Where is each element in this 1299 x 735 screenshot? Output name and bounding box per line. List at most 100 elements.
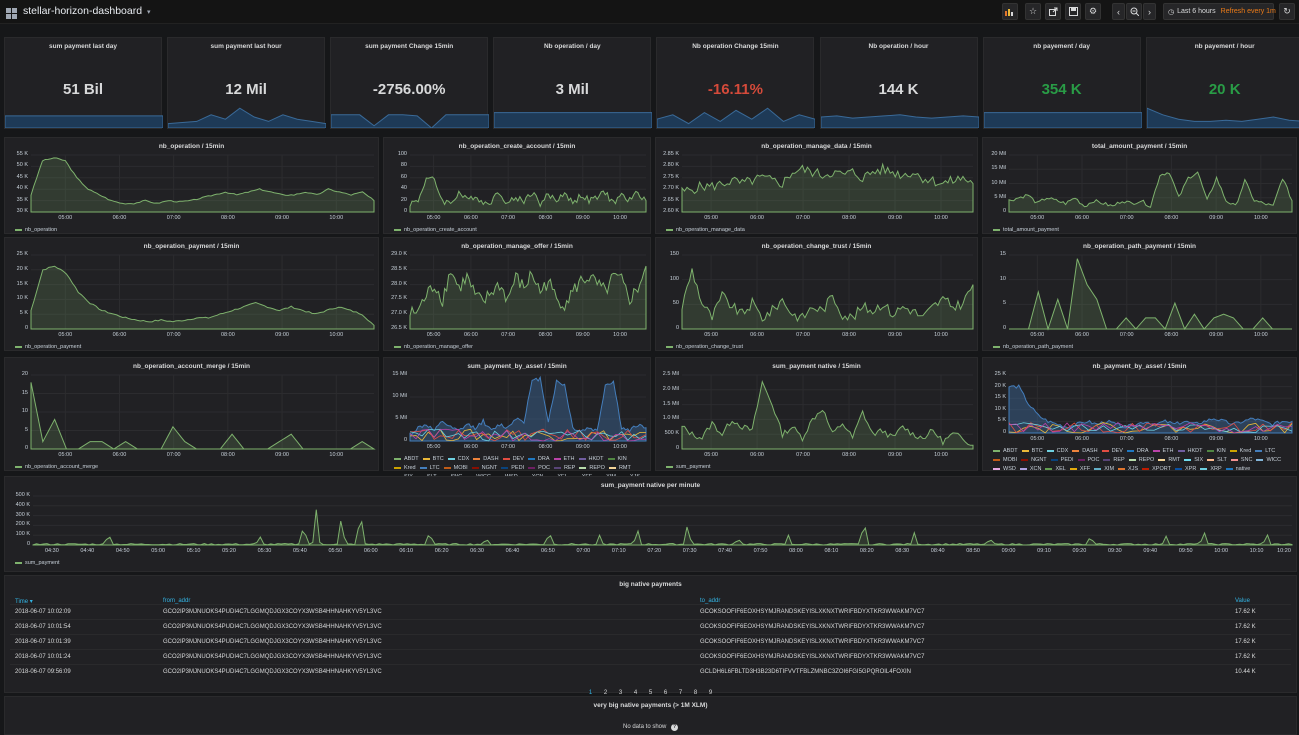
legend-item[interactable]: XIM bbox=[1094, 465, 1114, 474]
column-header-to[interactable]: to_addr bbox=[700, 598, 721, 604]
legend-item[interactable]: ABDT bbox=[394, 455, 419, 464]
legend-item[interactable]: XJS bbox=[1118, 465, 1138, 474]
legend-item[interactable]: nb_operation_change_trust bbox=[666, 343, 743, 352]
column-header-value[interactable]: Value bbox=[1235, 598, 1250, 604]
legend-item[interactable]: XPORT bbox=[1142, 465, 1171, 474]
legend-item[interactable]: NGNT bbox=[471, 464, 497, 473]
legend-item[interactable]: SIX bbox=[1184, 456, 1203, 465]
legend-item[interactable]: REPO bbox=[579, 464, 605, 473]
legend-item[interactable]: BTC bbox=[1021, 447, 1043, 456]
column-header-from[interactable]: from_addr bbox=[163, 598, 191, 604]
legend-item[interactable]: RMT bbox=[1158, 456, 1180, 465]
legend-item[interactable]: sum_payment bbox=[15, 560, 60, 566]
page-link[interactable]: 8 bbox=[693, 690, 698, 696]
y-tick-label: 28.5 K bbox=[391, 265, 407, 272]
legend-item[interactable]: ABDT bbox=[993, 447, 1018, 456]
legend-item[interactable]: REP bbox=[554, 464, 575, 473]
legend-label: DRA bbox=[1136, 448, 1149, 454]
legend-item[interactable]: nb_operation bbox=[15, 226, 57, 235]
legend-item[interactable]: DASH bbox=[473, 455, 499, 464]
legend-item[interactable]: REP bbox=[1103, 456, 1125, 465]
legend-item[interactable]: nb_operation_manage_data bbox=[666, 226, 745, 235]
legend-item[interactable]: nb_operation_payment bbox=[15, 343, 81, 352]
page-link[interactable]: 4 bbox=[633, 690, 638, 696]
x-tick-label: 05:00 bbox=[1030, 436, 1045, 442]
legend-item[interactable]: nb_operation_create_account bbox=[394, 226, 477, 235]
legend-item[interactable]: total_amount_payment bbox=[993, 226, 1059, 235]
y-tick-label: 0 bbox=[675, 445, 679, 451]
legend-item[interactable]: XPR bbox=[1175, 465, 1196, 474]
legend-item[interactable]: native bbox=[1225, 465, 1250, 474]
legend-item[interactable]: Kred bbox=[1229, 447, 1251, 456]
zoom-out-button[interactable] bbox=[1126, 3, 1142, 20]
legend-item[interactable]: SNC bbox=[1230, 456, 1252, 465]
settings-button[interactable]: ⚙ bbox=[1085, 3, 1101, 20]
legend-item[interactable]: POC bbox=[528, 464, 550, 473]
time-back-button[interactable]: ‹ bbox=[1112, 3, 1125, 20]
time-picker-button[interactable]: ◷ Last 6 hours Refresh every 1m bbox=[1163, 3, 1276, 20]
legend-item[interactable]: LTC bbox=[1255, 447, 1275, 456]
legend-item[interactable]: SLT bbox=[1207, 456, 1227, 465]
page-link[interactable]: 9 bbox=[708, 690, 713, 696]
legend-item[interactable]: XEL bbox=[1045, 465, 1066, 474]
dashboard-title[interactable]: stellar-horizon-dashboard ▾ bbox=[23, 5, 151, 17]
x-tick-label: 10:00 bbox=[1214, 548, 1229, 554]
share-button[interactable] bbox=[1045, 3, 1061, 20]
panel-title: nb_payment_by_asset / 15min bbox=[1092, 363, 1187, 370]
legend-item[interactable]: HKDT bbox=[578, 455, 604, 464]
legend-item[interactable]: nb_operation_account_merge bbox=[15, 463, 98, 472]
dashboard-grid-icon[interactable] bbox=[6, 6, 17, 19]
page-link[interactable]: 2 bbox=[603, 690, 608, 696]
legend-item[interactable]: ETH bbox=[1152, 447, 1174, 456]
graph-panel: nb_operation_path_payment / 15min 15 10 5 0 0… bbox=[982, 237, 1297, 351]
legend-item[interactable]: POC bbox=[1077, 456, 1099, 465]
table-cell: 2018-06-07 10:01:54 bbox=[15, 624, 71, 630]
legend-item[interactable]: WICC bbox=[1256, 456, 1281, 465]
page-link[interactable]: 3 bbox=[618, 690, 623, 696]
legend-item[interactable]: DEV bbox=[502, 455, 524, 464]
legend-item[interactable]: ETH bbox=[553, 455, 575, 464]
dashboard-title-text: stellar-horizon-dashboard bbox=[23, 5, 143, 17]
legend-item[interactable]: PEDI bbox=[1050, 456, 1074, 465]
legend-item[interactable]: nb_operation_manage_offer bbox=[394, 343, 473, 352]
legend-item[interactable]: XFF bbox=[1069, 465, 1090, 474]
legend-item[interactable]: HKDT bbox=[1177, 447, 1203, 456]
legend-item[interactable]: NGNT bbox=[1021, 456, 1047, 465]
legend-item[interactable]: nb_operation_path_payment bbox=[993, 343, 1073, 352]
legend-item[interactable]: REPO bbox=[1128, 456, 1154, 465]
series-line bbox=[1008, 422, 1293, 434]
column-header-time[interactable]: Time ▾ bbox=[15, 598, 33, 605]
legend-item[interactable]: KIN bbox=[607, 455, 627, 464]
legend-item[interactable]: XRP bbox=[1200, 465, 1222, 474]
legend-item[interactable]: BTC bbox=[422, 455, 444, 464]
help-icon[interactable]: ? bbox=[671, 724, 679, 731]
legend-item[interactable]: DASH bbox=[1072, 447, 1098, 456]
legend-item[interactable]: sum_payment bbox=[666, 463, 711, 472]
add-panel-button[interactable] bbox=[1002, 3, 1018, 20]
page-link[interactable]: 7 bbox=[678, 690, 683, 696]
legend-item[interactable]: LTC bbox=[419, 464, 440, 473]
y-tick-label: 0 bbox=[1002, 325, 1006, 331]
legend-item[interactable]: CDX bbox=[447, 455, 469, 464]
legend-item[interactable]: Kred bbox=[394, 464, 416, 473]
refresh-button[interactable]: ↻ bbox=[1279, 3, 1295, 20]
legend-item[interactable]: RMT bbox=[608, 464, 631, 473]
big-native-payments-panel: big native payments Time ▾ from_addr to_… bbox=[4, 575, 1297, 696]
page-link[interactable]: 5 bbox=[648, 690, 653, 696]
page-link[interactable]: 6 bbox=[663, 690, 668, 696]
star-button[interactable]: ☆ bbox=[1025, 3, 1041, 20]
legend-item[interactable]: KIN bbox=[1206, 447, 1226, 456]
save-button[interactable] bbox=[1065, 3, 1081, 20]
legend-item[interactable]: MOBI bbox=[443, 464, 468, 473]
legend-item[interactable]: MOBI bbox=[993, 456, 1017, 465]
legend-item[interactable]: DEV bbox=[1101, 447, 1123, 456]
legend-item[interactable]: CDX bbox=[1046, 447, 1068, 456]
legend-item[interactable]: DRA bbox=[1126, 447, 1149, 456]
legend-item[interactable]: PEDI bbox=[501, 464, 524, 473]
page-link[interactable]: 1 bbox=[588, 690, 593, 696]
legend-item[interactable]: XCN bbox=[1019, 465, 1041, 474]
legend-item[interactable]: DRA bbox=[527, 455, 550, 464]
time-forward-button[interactable]: › bbox=[1143, 3, 1156, 20]
panel-title: Nb operation / day bbox=[543, 43, 601, 50]
legend-item[interactable]: WSD bbox=[993, 465, 1016, 474]
